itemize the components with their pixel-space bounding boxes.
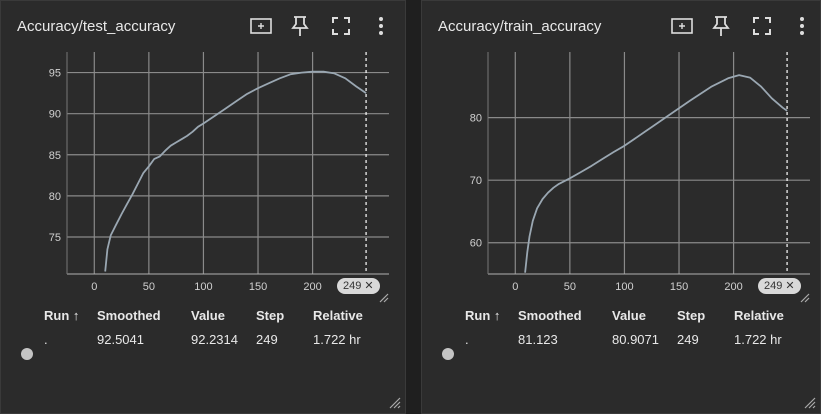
smoothed-value: 81.123 — [518, 332, 558, 347]
more-vert-icon[interactable] — [369, 14, 393, 38]
x-tick-label: 150 — [249, 281, 267, 293]
col-relative-header[interactable]: Relative — [313, 308, 363, 323]
y-tick-label: 80 — [49, 191, 61, 203]
chart-title: Accuracy/test_accuracy — [17, 18, 176, 35]
x-tick-label: 100 — [194, 281, 212, 293]
run-name: . — [44, 332, 48, 347]
card-resize-grip-icon[interactable] — [802, 395, 816, 409]
x-tick-label: 200 — [724, 281, 742, 293]
line-chart[interactable]: 0 50 100 150 200 60 70 80 — [422, 41, 821, 301]
series-line — [104, 70, 367, 272]
relative-time: 1.722 hr — [313, 332, 361, 347]
run-color-dot[interactable] — [442, 348, 454, 360]
smoothed-value: 92.5041 — [97, 332, 144, 347]
col-step-header[interactable]: Step — [677, 308, 706, 323]
pin-icon[interactable] — [288, 14, 312, 38]
run-name: . — [465, 332, 469, 347]
col-step-header[interactable]: Step — [256, 308, 285, 323]
chart-card-test-accuracy: Accuracy/test_accuracy 0 50 100 150 200 75 80 8… — [0, 0, 406, 414]
x-tick-label: 100 — [615, 281, 633, 293]
step-value: 249 — [256, 332, 278, 347]
col-value-header[interactable]: Value — [612, 308, 646, 323]
series-line — [524, 74, 788, 273]
y-tick-label: 75 — [49, 232, 61, 244]
card-resize-grip-icon[interactable] — [387, 395, 401, 409]
x-tick-label: 50 — [143, 281, 155, 293]
chart-resize-grip-icon[interactable] — [798, 291, 810, 303]
fit-domain-icon[interactable] — [249, 14, 273, 38]
line-chart[interactable]: 0 50 100 150 200 75 80 85 90 95 — [1, 41, 407, 301]
relative-time: 1.722 hr — [734, 332, 782, 347]
pin-icon[interactable] — [709, 14, 733, 38]
y-tick-label: 90 — [49, 109, 61, 121]
chart-title: Accuracy/train_accuracy — [438, 18, 602, 35]
y-tick-label: 95 — [49, 68, 61, 80]
x-tick-label: 0 — [512, 281, 518, 293]
y-tick-label: 80 — [470, 113, 482, 125]
y-tick-label: 85 — [49, 150, 61, 162]
col-value-header[interactable]: Value — [191, 308, 225, 323]
raw-value: 80.9071 — [612, 332, 659, 347]
fullscreen-icon[interactable] — [750, 14, 774, 38]
chart-resize-grip-icon[interactable] — [377, 291, 389, 303]
y-tick-label: 70 — [470, 175, 482, 187]
step-cursor-tag[interactable]: 249 ✕ — [337, 278, 380, 294]
run-color-dot[interactable] — [21, 348, 33, 360]
x-tick-label: 0 — [91, 281, 97, 293]
chart-card-train-accuracy: Accuracy/train_accuracy 0 50 100 150 200 60 70… — [421, 0, 821, 414]
col-smoothed-header[interactable]: Smoothed — [97, 308, 161, 323]
col-smoothed-header[interactable]: Smoothed — [518, 308, 582, 323]
fit-domain-icon[interactable] — [670, 14, 694, 38]
x-tick-label: 50 — [564, 281, 576, 293]
col-relative-header[interactable]: Relative — [734, 308, 784, 323]
step-value: 249 — [677, 332, 699, 347]
x-tick-label: 150 — [670, 281, 688, 293]
y-tick-label: 60 — [470, 238, 482, 250]
col-run-header[interactable]: Run ↑ — [44, 308, 80, 323]
more-vert-icon[interactable] — [790, 14, 814, 38]
fullscreen-icon[interactable] — [329, 14, 353, 38]
x-tick-label: 200 — [303, 281, 321, 293]
raw-value: 92.2314 — [191, 332, 238, 347]
step-cursor-tag[interactable]: 249 ✕ — [758, 278, 801, 294]
col-run-header[interactable]: Run ↑ — [465, 308, 501, 323]
